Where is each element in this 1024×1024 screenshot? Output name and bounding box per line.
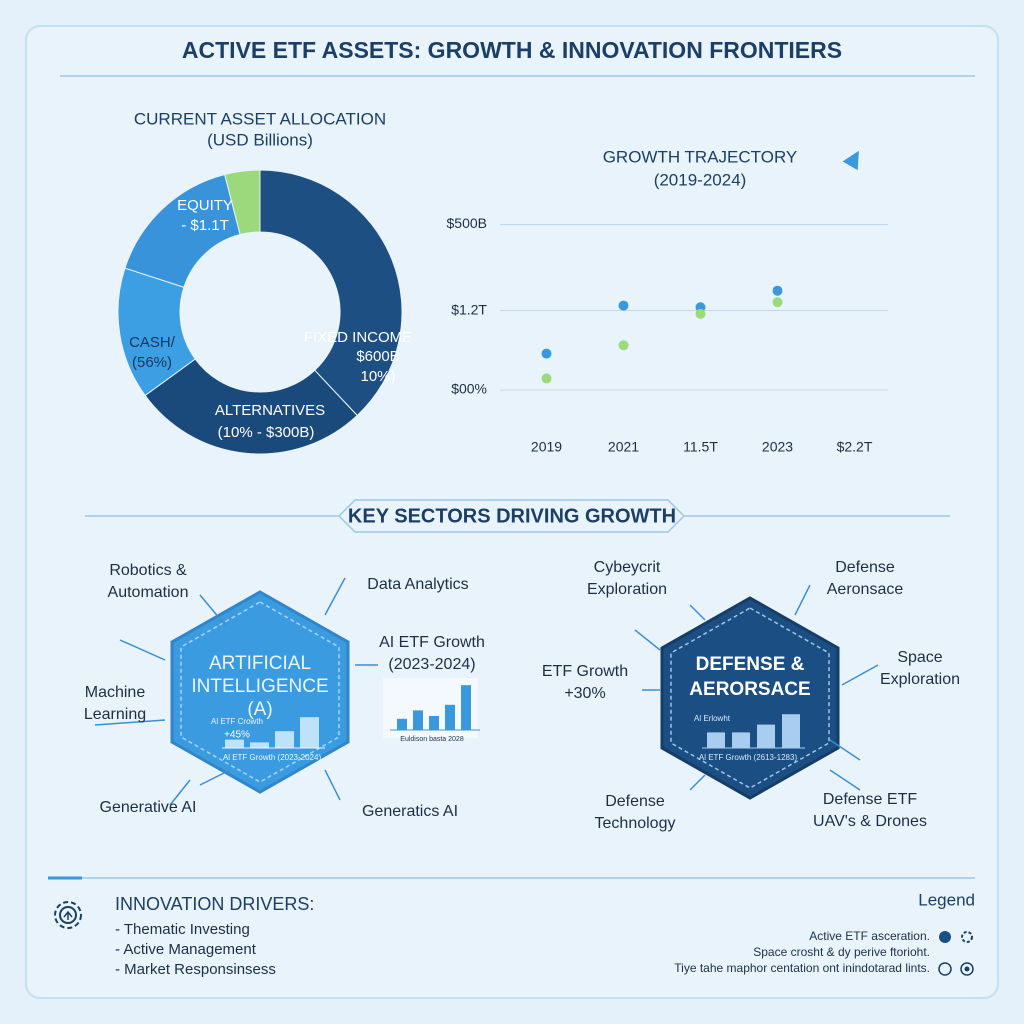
text-line: Exploration: [880, 671, 960, 688]
text-line: Machine: [85, 684, 146, 701]
text-line: DEFENSE &: [696, 654, 805, 675]
text-line: Cybeycrit: [594, 559, 661, 576]
line-title: GROWTH TRAJECTORY: [603, 147, 798, 166]
y-tick-label: $1.2T: [451, 301, 487, 317]
text-line: Technology: [595, 815, 676, 832]
donut-subtitle: (USD Billions): [207, 130, 313, 149]
text-line: (2023-2024): [388, 656, 475, 673]
mini-bar: [757, 724, 775, 748]
series-point: [772, 297, 783, 308]
mini-bar: [732, 732, 750, 748]
text-line: Generative AI: [100, 799, 197, 816]
gear-icon: [54, 901, 82, 929]
section-badge: [337, 499, 686, 533]
mini-bar: [445, 704, 455, 730]
driver-item: - Thematic Investing: [115, 921, 250, 938]
legend-item: Tiye tahe maphor centation ont inindotar…: [674, 961, 930, 975]
text-line: Automation: [108, 584, 189, 601]
x-tick-label: 2021: [608, 439, 639, 455]
text-line: (A): [247, 699, 272, 720]
text-line: Defense: [835, 559, 895, 576]
mini-bar: [225, 739, 244, 748]
series-point: [618, 300, 629, 311]
legend-icon: [939, 931, 951, 943]
driver-item: - Market Responsinsess: [115, 961, 276, 978]
donut-annotation: (56%): [132, 354, 172, 371]
legend-title: Legend: [918, 890, 975, 909]
donut-annotation: - $1.1T: [181, 217, 229, 234]
legend-icon: [961, 931, 973, 943]
mini-bar: [250, 742, 269, 748]
legend-icon: [960, 962, 974, 976]
mini-bar: [300, 717, 319, 748]
small-text: Al ETF Growth (2023-2024): [223, 753, 322, 762]
x-tick-label: 2019: [531, 439, 562, 455]
text-line: Space: [897, 649, 942, 666]
text-line: Learning: [84, 706, 146, 723]
legend-item: Active ETF asceration.: [809, 929, 930, 943]
x-tick-label: 11.5T: [683, 439, 718, 455]
donut-segment: [259, 169, 403, 417]
mini-bar: [413, 710, 423, 730]
connectors: [94, 577, 879, 806]
small-text: Euldison basta 2028: [400, 736, 464, 743]
text-line: Defense ETF: [823, 791, 917, 808]
x-tick-label: 2023: [762, 439, 793, 455]
legend-icon: [964, 966, 970, 972]
donut-label: ALTERNATIVES: [215, 402, 325, 419]
mini-bar: [707, 732, 725, 748]
text-line: Aeronsace: [827, 581, 904, 598]
text-line: Defense: [605, 793, 665, 810]
legend-item: Space crosht & dy perive ftorioht.: [753, 945, 930, 959]
text-line: INTELLIGENCE: [191, 676, 328, 697]
series-point: [695, 308, 706, 319]
donut-title: CURRENT ASSET ALLOCATION: [134, 109, 386, 128]
text-line: ARTIFICIAL: [209, 653, 311, 674]
series-point: [618, 340, 629, 351]
text-line: UAV's & Drones: [813, 813, 927, 830]
text-line: Exploration: [587, 581, 667, 598]
donut-annotation: (10% - $300B): [218, 424, 315, 441]
text-line: ETF Growth: [542, 663, 628, 680]
series-point: [541, 348, 552, 359]
legend-icon: [938, 962, 952, 976]
mini-bar: [461, 685, 471, 730]
line-subtitle: (2019-2024): [654, 170, 747, 189]
series-point: [772, 285, 783, 296]
drivers-title: INNOVATION DRIVERS:: [115, 894, 314, 914]
donut-label: EQUITY: [177, 197, 233, 214]
donut-segment: [224, 169, 261, 236]
page-title: ACTIVE ETF ASSETS: GROWTH & INNOVATION F…: [182, 37, 842, 63]
driver-item: - Active Management: [115, 941, 257, 958]
donut-segment: [144, 358, 358, 455]
text-line: Robotics &: [109, 562, 187, 579]
x-tick-label: $2.2T: [837, 439, 873, 455]
text-line: Data Analytics: [367, 576, 468, 593]
small-text: Al Erlowht: [694, 714, 731, 723]
text-line: +30%: [564, 685, 605, 702]
text-line: AI ETF Growth: [379, 634, 485, 651]
mini-bar: [782, 714, 800, 748]
small-text: Al ETF Crowth: [211, 717, 263, 726]
series-point: [541, 373, 552, 384]
mini-bar: [397, 718, 407, 730]
mini-bar: [275, 731, 294, 748]
section-title: KEY SECTORS DRIVING GROWTH: [348, 505, 676, 527]
small-text: +45%: [224, 730, 250, 741]
donut-label: CASH/: [129, 334, 176, 351]
y-tick-label: $00%: [451, 381, 487, 397]
donut-label: FIXED INCOME: [304, 329, 412, 346]
text-line: AERORSACE: [689, 679, 810, 700]
small-text: Al ETF Growth (2613-1283): [699, 753, 798, 762]
mini-bar: [429, 716, 439, 730]
donut-annotation: 10%): [360, 368, 395, 385]
y-tick-label: $500B: [447, 215, 487, 231]
text-line: Generatics AI: [362, 803, 458, 820]
donut-annotation: $600B: [356, 348, 399, 365]
